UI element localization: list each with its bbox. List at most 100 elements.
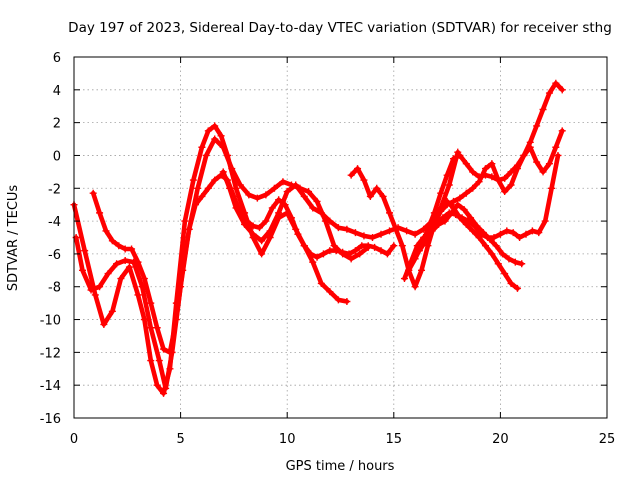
data-point-marker [494,260,502,268]
data-point-marker [121,245,129,253]
data-point-marker [255,224,263,232]
data-point-marker [140,275,148,283]
data-point-marker [202,151,210,159]
data-point-marker [513,284,521,292]
data-point-marker [351,247,359,255]
data-point-marker [430,209,438,217]
data-point-marker [102,227,110,235]
data-point-marker [194,184,202,192]
data-point-marker [307,250,315,258]
x-tick-label: 5 [176,432,184,447]
data-point-marker [334,296,342,304]
data-point-marker [379,192,387,200]
data-point-marker [383,250,391,258]
series-track-7 [415,201,526,268]
data-point-marker [343,225,351,233]
data-point-marker [377,230,385,238]
data-point-marker [511,258,519,266]
data-point-marker [270,184,278,192]
data-point-marker [309,204,317,212]
data-point-marker [326,288,334,296]
data-point-marker [319,250,327,258]
data-point-marker [366,192,374,200]
data-point-marker [428,227,436,235]
data-point-marker [147,357,155,365]
data-point-marker [481,242,489,250]
x-tick-label: 20 [492,432,509,447]
data-point-marker [460,206,468,214]
data-point-marker [411,255,419,263]
data-point-marker [245,191,253,199]
data-point-marker [160,345,168,353]
data-point-marker [558,86,566,94]
data-point-marker [347,171,355,179]
data-point-marker [390,242,398,250]
y-tick-label: -4 [48,215,61,230]
data-point-marker [305,188,313,196]
series-track-3 [89,171,398,356]
data-point-marker [96,283,104,291]
data-point-marker [326,247,334,255]
data-point-marker [104,270,112,278]
data-point-marker [469,168,477,176]
data-point-marker [456,214,464,222]
data-point-marker [100,320,108,328]
data-point-marker [481,171,489,179]
data-point-marker [134,258,142,266]
data-point-marker [266,234,274,241]
data-point-marker [520,151,528,159]
data-point-marker [445,181,453,189]
data-point-marker [467,214,475,222]
data-point-marker [403,227,411,235]
data-point-marker [424,242,432,250]
data-point-marker [479,229,487,237]
data-point-marker [454,201,462,209]
data-point-marker [292,181,300,189]
data-point-marker [236,181,244,189]
data-point-marker [539,168,547,176]
data-point-marker [334,224,342,232]
data-point-marker [211,135,219,143]
data-point-marker [449,204,457,212]
data-point-marker [481,165,489,173]
y-tick-label: -14 [40,379,61,394]
data-point-marker [373,184,381,192]
data-point-marker [115,242,123,250]
data-point-marker [343,297,351,305]
data-point-marker [386,209,394,217]
data-point-marker [488,160,496,168]
data-point-marker [117,275,125,283]
data-point-marker [179,266,187,274]
data-point-marker [313,197,321,205]
data-point-marker [113,260,121,268]
data-point-marker [232,184,240,192]
y-tick-label: -2 [48,182,61,197]
data-point-marker [345,250,353,258]
data-point-marker [503,227,511,235]
plot-frame [73,56,608,419]
data-point-marker [189,176,197,184]
data-point-marker [441,217,449,225]
data-point-marker [219,143,227,151]
data-point-marker [533,158,541,166]
data-point-marker [364,242,372,250]
data-point-marker [528,227,536,235]
data-point-marker [411,230,419,238]
data-point-marker [153,324,161,332]
data-point-marker [147,299,155,307]
series-track-1 [70,122,351,397]
data-point-marker [166,348,174,356]
data-point-marker [435,220,443,228]
data-point-marker [313,253,321,261]
data-point-marker [447,209,455,217]
data-point-marker [475,234,483,241]
data-point-marker [266,227,274,235]
data-point-marker [400,275,408,283]
data-point-marker [121,256,129,264]
data-point-marker [326,217,334,225]
data-point-marker [228,165,236,173]
data-point-marker [287,214,295,222]
data-point-marker [499,250,507,258]
data-point-marker [392,225,400,233]
